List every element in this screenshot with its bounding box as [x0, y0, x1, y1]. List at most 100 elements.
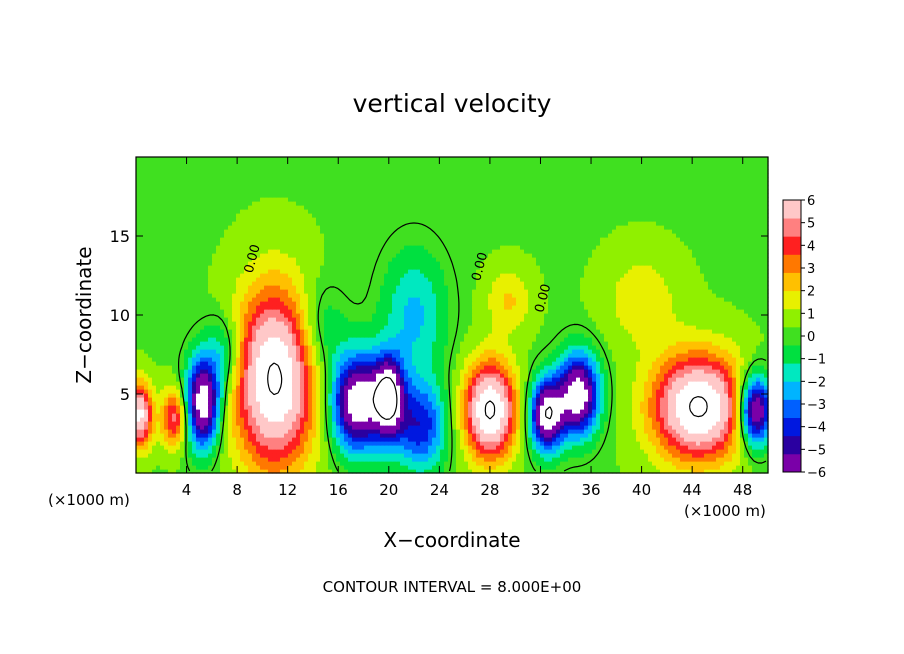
heatmap-cell: [528, 429, 533, 434]
heatmap-cell: [424, 357, 429, 362]
heatmap-cell: [592, 417, 597, 422]
heatmap-cell: [656, 461, 661, 466]
heatmap-cell: [296, 357, 301, 362]
heatmap-cell: [248, 425, 253, 430]
heatmap-cell: [300, 377, 305, 382]
heatmap-cell: [300, 397, 305, 402]
heatmap-cell: [172, 465, 177, 470]
heatmap-cell: [180, 409, 185, 414]
heatmap-cell: [408, 453, 413, 458]
heatmap-cell: [208, 365, 213, 370]
heatmap-cell: [160, 469, 165, 474]
heatmap-cell: [628, 389, 633, 394]
heatmap-cell: [460, 409, 465, 414]
heatmap-cell: [596, 457, 601, 462]
heatmap-cell: [312, 425, 317, 430]
heatmap-cell: [584, 449, 589, 454]
heatmap-cell: [244, 433, 249, 438]
heatmap-cell: [760, 405, 765, 410]
heatmap-cell: [592, 365, 597, 370]
heatmap-cell: [440, 345, 445, 350]
heatmap-cell: [364, 441, 369, 446]
heatmap-cell: [616, 377, 621, 382]
heatmap-cell: [232, 409, 237, 414]
heatmap-cell: [684, 421, 689, 426]
heatmap-cell: [204, 409, 209, 414]
heatmap-cell: [568, 361, 573, 366]
heatmap-cell: [140, 453, 145, 458]
heatmap-cell: [344, 457, 349, 462]
heatmap-cell: [288, 349, 293, 354]
heatmap-cell: [276, 437, 281, 442]
heatmap-cell: [404, 369, 409, 374]
heatmap-cell: [148, 421, 153, 426]
heatmap-cell: [404, 365, 409, 370]
heatmap-cell: [684, 469, 689, 474]
heatmap-cell: [536, 389, 541, 394]
heatmap-cell: [424, 465, 429, 470]
heatmap-cell: [516, 349, 521, 354]
heatmap-cell: [552, 437, 557, 442]
heatmap-cell: [660, 381, 665, 386]
heatmap-cell: [440, 441, 445, 446]
heatmap-cell: [240, 357, 245, 362]
heatmap-cell: [288, 381, 293, 386]
heatmap-cell: [148, 357, 153, 362]
heatmap-cell: [716, 365, 721, 370]
heatmap-cell: [164, 457, 169, 462]
heatmap-cell: [632, 409, 637, 414]
heatmap-cell: [216, 365, 221, 370]
heatmap-cell: [704, 449, 709, 454]
heatmap-cell: [652, 369, 657, 374]
heatmap-cell: [284, 397, 289, 402]
heatmap-cell: [216, 469, 221, 474]
heatmap-cell: [676, 385, 681, 390]
heatmap-cell: [584, 469, 589, 474]
heatmap-cell: [244, 361, 249, 366]
heatmap-cell: [260, 413, 265, 418]
heatmap-cell: [724, 373, 729, 378]
heatmap-cell: [684, 445, 689, 450]
heatmap-cell: [668, 369, 673, 374]
heatmap-cell: [240, 397, 245, 402]
heatmap-cell: [576, 465, 581, 470]
heatmap-cell: [388, 465, 393, 470]
heatmap-cell: [176, 353, 181, 358]
heatmap-cell: [160, 373, 165, 378]
heatmap-cell: [152, 369, 157, 374]
heatmap-cell: [404, 465, 409, 470]
heatmap-cell: [448, 429, 453, 434]
heatmap-cell: [644, 469, 649, 474]
heatmap-cell: [200, 393, 205, 398]
heatmap-cell: [216, 429, 221, 434]
heatmap-cell: [316, 469, 321, 474]
heatmap-cell: [716, 349, 721, 354]
heatmap-cell: [288, 389, 293, 394]
heatmap-cell: [236, 413, 241, 418]
heatmap-cell: [692, 445, 697, 450]
heatmap-cell: [200, 357, 205, 362]
heatmap-cell: [216, 417, 221, 422]
heatmap-cell: [396, 381, 401, 386]
heatmap-cell: [504, 365, 509, 370]
heatmap-cell: [600, 381, 605, 386]
heatmap-cell: [472, 385, 477, 390]
heatmap-cell: [624, 461, 629, 466]
heatmap-cell: [200, 441, 205, 446]
heatmap-cell: [344, 373, 349, 378]
heatmap-cell: [300, 433, 305, 438]
heatmap-cell: [432, 437, 437, 442]
heatmap-cell: [672, 349, 677, 354]
heatmap-cell: [340, 373, 345, 378]
heatmap-cell: [664, 429, 669, 434]
heatmap-cell: [712, 445, 717, 450]
heatmap-cell: [148, 453, 153, 458]
heatmap-cell: [468, 465, 473, 470]
heatmap-cell: [612, 457, 617, 462]
heatmap-cell: [704, 381, 709, 386]
heatmap-cell: [604, 425, 609, 430]
heatmap-cell: [256, 381, 261, 386]
heatmap-cell: [576, 365, 581, 370]
heatmap-cell: [324, 385, 329, 390]
heatmap-cell: [196, 417, 201, 422]
